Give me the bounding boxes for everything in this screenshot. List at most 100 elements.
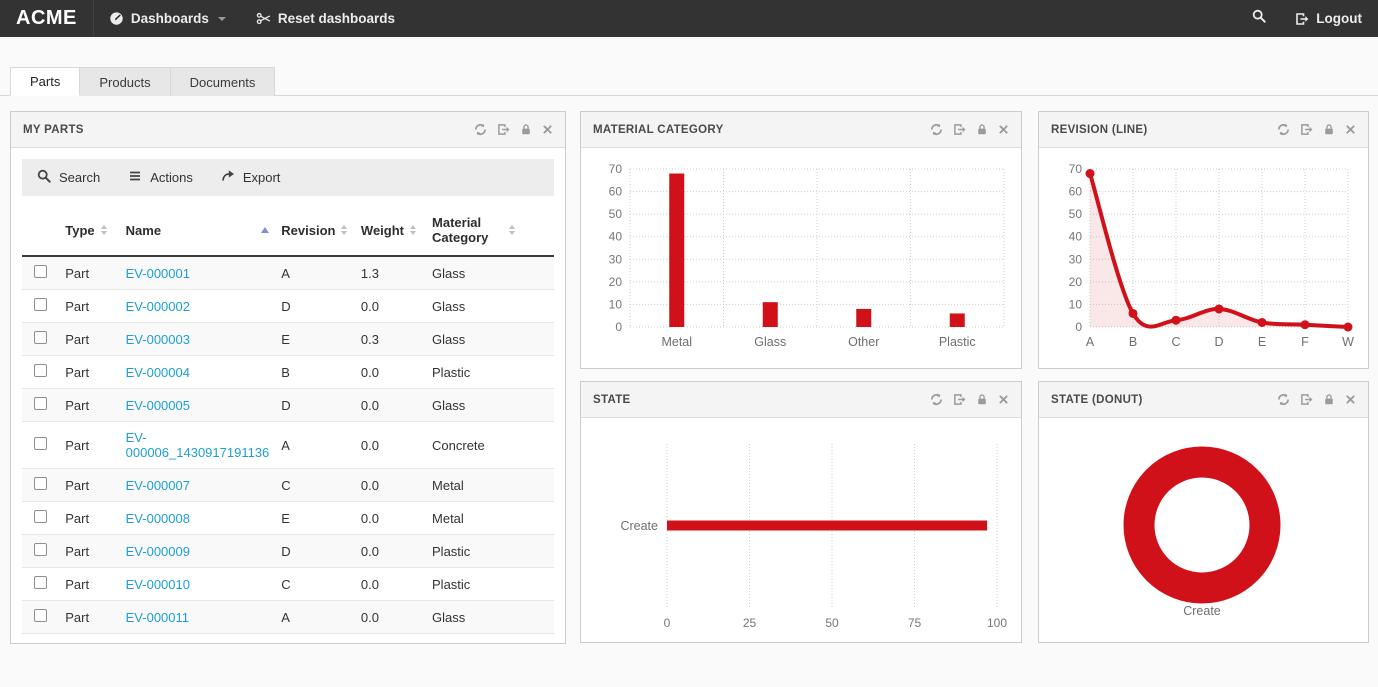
state-panel-header: STATE (581, 382, 1021, 418)
grid-search-label: Search (59, 170, 101, 185)
nav-reset-dashboards[interactable]: Reset dashboards (241, 0, 410, 37)
lock-icon[interactable] (1323, 123, 1335, 136)
tab-parts[interactable]: Parts (10, 67, 81, 96)
table-row: Part EV-000002 D 0.0 Glass (22, 289, 554, 323)
svg-text:10: 10 (609, 297, 623, 311)
column-header-weight[interactable]: Weight (354, 205, 427, 257)
cell-revision: A (275, 600, 355, 634)
export-panel-icon[interactable] (953, 393, 966, 406)
svg-text:0: 0 (1075, 320, 1082, 334)
row-checkbox[interactable] (34, 331, 48, 344)
cell-type: Part (59, 289, 120, 323)
row-checkbox[interactable] (34, 437, 48, 450)
column-header-type[interactable]: Type (59, 205, 120, 257)
part-name-link[interactable]: EV-000002 (125, 298, 190, 314)
cell-weight: 1.3 (354, 256, 427, 290)
close-icon[interactable] (1345, 394, 1356, 405)
sort-icon (508, 225, 515, 235)
svg-text:25: 25 (743, 616, 757, 630)
cell-revision: A (275, 421, 355, 469)
part-name-link[interactable]: EV-000004 (125, 364, 190, 380)
nav-dashboards-label: Dashboards (130, 11, 209, 26)
row-checkbox[interactable] (34, 364, 48, 377)
search-button[interactable] (1238, 0, 1280, 37)
grid-search-button[interactable]: Search (37, 169, 100, 186)
export-panel-icon[interactable] (1300, 393, 1313, 406)
row-checkbox[interactable] (34, 477, 48, 490)
refresh-icon[interactable] (474, 123, 487, 136)
part-name-link[interactable]: EV-000007 (125, 477, 190, 493)
sort-icon (100, 225, 107, 235)
refresh-icon[interactable] (1277, 393, 1290, 406)
logout-icon (1295, 12, 1309, 26)
refresh-icon[interactable] (930, 393, 943, 406)
tab-products[interactable]: Products (80, 67, 171, 96)
close-icon[interactable] (1345, 124, 1356, 135)
table-row: Part EV-000009 D 0.0 Plastic (22, 534, 554, 568)
grid-export-button[interactable]: Export (221, 169, 280, 186)
brand-logo[interactable]: ACME (0, 0, 94, 37)
part-name-link[interactable]: EV-000008 (125, 510, 190, 526)
export-panel-icon[interactable] (1300, 123, 1313, 136)
svg-text:Plastic: Plastic (939, 335, 976, 349)
close-icon[interactable] (542, 124, 553, 135)
part-name-link[interactable]: EV-000003 (125, 331, 190, 347)
cell-material: Concrete (426, 421, 521, 469)
curved-arrow-icon (221, 169, 235, 186)
part-name-link[interactable]: EV-000001 (125, 265, 190, 281)
refresh-icon[interactable] (930, 123, 943, 136)
row-checkbox[interactable] (34, 609, 48, 622)
export-panel-icon[interactable] (497, 123, 510, 136)
grid-toolbar: Search Actions Export (22, 159, 554, 196)
row-checkbox[interactable] (34, 397, 48, 410)
svg-text:D: D (1214, 335, 1223, 349)
export-panel-icon[interactable] (953, 123, 966, 136)
cell-weight: 0.3 (354, 322, 427, 356)
svg-text:50: 50 (609, 207, 623, 221)
logout-button[interactable]: Logout (1280, 0, 1378, 37)
cell-material: Metal (426, 501, 521, 535)
row-checkbox[interactable] (34, 265, 48, 278)
cell-revision: D (275, 388, 355, 422)
svg-text:20: 20 (1069, 275, 1083, 289)
sort-ascending-icon (261, 227, 270, 233)
column-header-revision[interactable]: Revision (275, 205, 355, 257)
tab-bar: Parts Products Documents (0, 67, 1378, 96)
cell-material: Glass (426, 600, 521, 634)
svg-text:Metal: Metal (661, 335, 692, 349)
lock-icon[interactable] (520, 123, 532, 136)
row-checkbox[interactable] (34, 543, 48, 556)
row-checkbox[interactable] (34, 576, 48, 589)
lock-icon[interactable] (976, 123, 988, 136)
row-checkbox[interactable] (34, 510, 48, 523)
lock-icon[interactable] (1323, 393, 1335, 406)
material-category-panel-header: MATERIAL CATEGORY (581, 112, 1021, 148)
grid-actions-label: Actions (150, 170, 193, 185)
cell-weight: 0.0 (354, 289, 427, 323)
cell-type: Part (59, 388, 120, 422)
refresh-icon[interactable] (1277, 123, 1290, 136)
grid-actions-button[interactable]: Actions (128, 169, 193, 186)
cell-revision: E (275, 322, 355, 356)
my-parts-panel-header: MY PARTS (11, 112, 565, 148)
cell-type: Part (59, 421, 120, 469)
part-name-link[interactable]: EV-000010 (125, 576, 190, 592)
column-header-name[interactable]: Name (119, 205, 276, 257)
panel-title: MATERIAL CATEGORY (593, 123, 724, 136)
part-name-link[interactable]: EV-000006_1430917191136 (125, 430, 270, 460)
state-donut-panel: STATE (DONUT) Create (1038, 381, 1369, 643)
part-name-link[interactable]: EV-000005 (125, 397, 190, 413)
revision-line-chart: 0 10 20 30 40 50 60 70 A B C D E F W (1069, 162, 1354, 349)
column-header-material[interactable]: Material Category (426, 205, 521, 257)
close-icon[interactable] (998, 394, 1009, 405)
tab-documents[interactable]: Documents (170, 67, 276, 96)
part-name-link[interactable]: EV-000011 (125, 609, 190, 625)
row-checkbox[interactable] (34, 298, 48, 311)
nav-dashboards[interactable]: Dashboards (94, 0, 241, 37)
part-name-link[interactable]: EV-000009 (125, 543, 190, 559)
svg-text:F: F (1301, 335, 1309, 349)
close-icon[interactable] (998, 124, 1009, 135)
svg-text:60: 60 (1069, 185, 1083, 199)
cell-weight: 0.0 (354, 388, 427, 422)
lock-icon[interactable] (976, 393, 988, 406)
